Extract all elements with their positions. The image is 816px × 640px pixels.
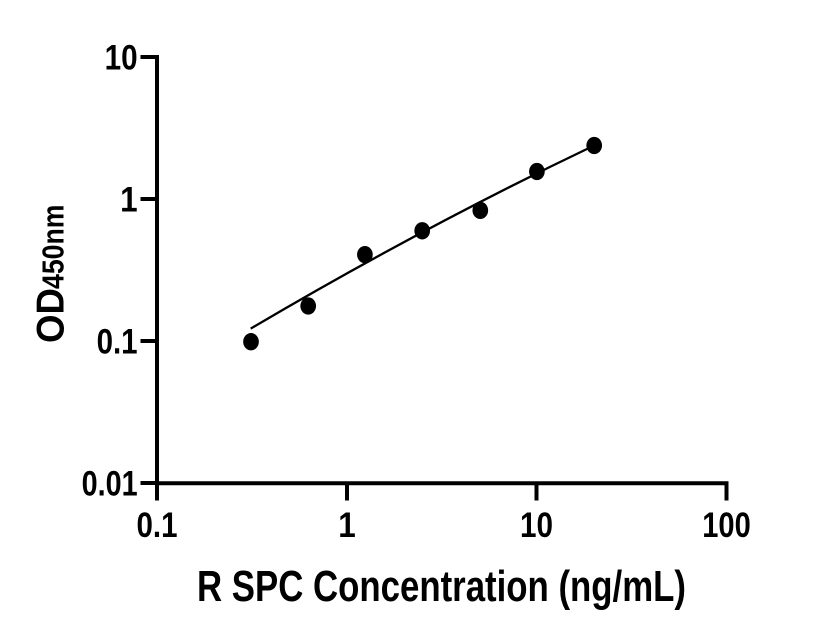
svg-text:0.01: 0.01	[82, 463, 138, 503]
svg-text:1: 1	[120, 179, 138, 219]
svg-text:1: 1	[338, 505, 356, 545]
svg-text:R SPC Concentration (ng/mL): R SPC Concentration (ng/mL)	[197, 563, 686, 611]
svg-text:0.1: 0.1	[137, 505, 178, 545]
svg-text:10: 10	[520, 505, 553, 545]
svg-text:0.1: 0.1	[97, 321, 138, 361]
svg-text:100: 100	[702, 505, 751, 545]
svg-text:450nm: 450nm	[37, 205, 70, 290]
svg-text:10: 10	[105, 37, 138, 77]
svg-text:OD: OD	[29, 288, 72, 343]
